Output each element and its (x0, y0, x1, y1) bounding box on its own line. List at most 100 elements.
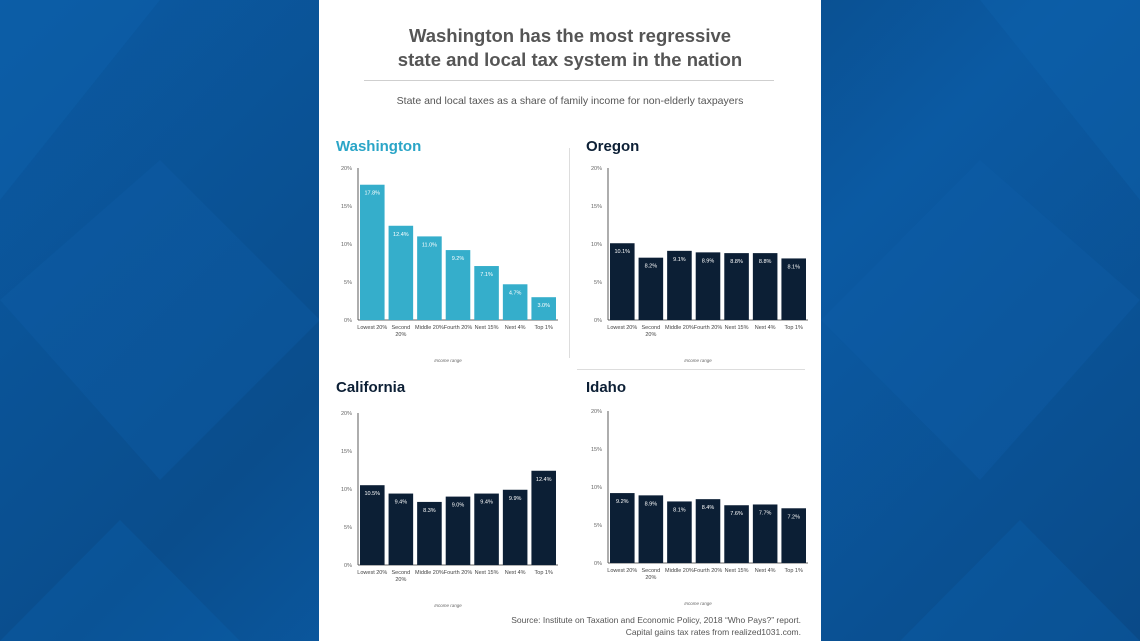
category-label: Top 1% (535, 325, 553, 331)
bar-5 (724, 505, 749, 563)
category-label: 20% (395, 577, 406, 583)
source-line2: Capital gains tax rates from realized103… (625, 627, 801, 637)
bar-1 (360, 184, 385, 320)
y-tick-label: 0% (344, 318, 352, 324)
data-label: 9.1% (673, 257, 686, 263)
category-label: Middle 20% (415, 325, 444, 331)
bar-1 (610, 493, 635, 563)
data-label: 8.8% (730, 259, 743, 265)
y-tick-label: 5% (594, 523, 602, 529)
y-tick-label: 5% (594, 280, 602, 286)
category-label: Top 1% (535, 570, 553, 576)
y-tick-label: 10% (341, 487, 352, 493)
data-label: 9.4% (480, 500, 493, 506)
data-label: 3.0% (537, 303, 550, 309)
category-label: Second (392, 325, 411, 331)
data-label: 8.9% (702, 258, 715, 264)
category-label: Middle 20% (415, 570, 444, 576)
y-tick-label: 20% (341, 166, 352, 172)
category-label: Fourth 20% (444, 570, 473, 576)
y-tick-label: 15% (341, 204, 352, 210)
data-label: 11.0% (422, 242, 437, 248)
chart-washington: 0%5%10%15%20%17.8%Lowest 20%12.4%Second2… (341, 166, 558, 363)
data-label: 7.1% (480, 272, 493, 278)
bar-4 (695, 252, 721, 320)
bar-5 (474, 493, 499, 565)
data-label: 7.6% (730, 511, 743, 517)
bar-5 (724, 253, 749, 320)
category-label: 20% (395, 332, 406, 338)
category-label: Fourth 20% (444, 325, 473, 331)
x-axis-label: Income range (434, 358, 462, 363)
category-label: Top 1% (785, 568, 803, 574)
data-label: 9.2% (616, 499, 629, 505)
infographic-card: Washington has the most regressive state… (319, 0, 821, 641)
category-label: Lowest 20% (357, 570, 387, 576)
data-label: 9.2% (452, 256, 465, 262)
bar-2 (638, 495, 664, 563)
x-axis-label: Income range (684, 358, 712, 363)
bar-6 (752, 253, 778, 320)
data-label: 8.2% (645, 264, 658, 270)
data-label: 7.2% (787, 514, 800, 520)
category-label: Second (642, 568, 661, 574)
y-tick-label: 20% (591, 166, 602, 172)
data-label: 7.7% (759, 510, 772, 516)
category-label: Next 15% (475, 570, 499, 576)
chart-title-idaho: Idaho (586, 379, 626, 396)
category-label: Lowest 20% (357, 325, 387, 331)
panel-divider-right (577, 369, 805, 370)
subtitle: State and local taxes as a share of fami… (396, 95, 744, 107)
category-label: Next 4% (755, 325, 776, 331)
category-label: Fourth 20% (694, 325, 723, 331)
page-title-line1: Washington has the most regressive (408, 25, 732, 46)
title-divider (364, 80, 774, 81)
category-label: Lowest 20% (607, 568, 637, 574)
category-label: Next 4% (505, 325, 526, 331)
y-tick-label: 5% (344, 525, 352, 531)
chart-oregon: 0%5%10%15%20%10.1%Lowest 20%8.2%Second20… (591, 166, 808, 363)
bar-7 (531, 470, 556, 565)
data-label: 10.5% (364, 491, 380, 497)
bar-1 (610, 243, 635, 320)
data-label: 12.4% (536, 477, 552, 483)
bar-7 (781, 508, 806, 563)
data-label: 8.3% (423, 508, 436, 514)
data-label: 10.1% (614, 249, 630, 255)
category-label: Lowest 20% (607, 325, 637, 331)
data-label: 9.0% (452, 503, 465, 509)
y-tick-label: 20% (591, 409, 602, 415)
data-label: 8.4% (702, 505, 715, 511)
bar-3 (667, 250, 692, 320)
y-tick-label: 15% (591, 204, 602, 210)
source-line1: Source: Institute on Taxation and Econom… (511, 615, 801, 625)
bar-2 (638, 257, 664, 320)
bar-3 (667, 501, 692, 563)
category-label: Second (642, 325, 661, 331)
bar-7 (531, 297, 556, 320)
chart-california: 0%5%10%15%20%10.5%Lowest 20%9.4%Second20… (341, 411, 558, 608)
y-tick-label: 0% (594, 318, 602, 324)
category-label: 20% (645, 332, 656, 338)
y-tick-label: 10% (591, 485, 602, 491)
data-label: 17.8% (364, 191, 380, 197)
y-tick-label: 20% (341, 411, 352, 417)
category-label: Middle 20% (665, 568, 694, 574)
category-label: Middle 20% (665, 325, 694, 331)
y-tick-label: 0% (594, 561, 602, 567)
bar-2 (388, 225, 414, 320)
category-label: Fourth 20% (694, 568, 723, 574)
bar-3 (417, 501, 442, 565)
chart-title-california: California (336, 379, 406, 396)
data-label: 8.1% (673, 507, 686, 513)
bar-4 (445, 496, 471, 565)
bar-4 (445, 250, 471, 320)
data-label: 4.7% (509, 290, 522, 296)
category-label: Next 15% (475, 325, 499, 331)
category-label: 20% (645, 575, 656, 581)
y-tick-label: 15% (591, 447, 602, 453)
data-label: 9.4% (395, 500, 408, 506)
chart-title-washington: Washington (336, 138, 422, 155)
y-tick-label: 10% (591, 242, 602, 248)
